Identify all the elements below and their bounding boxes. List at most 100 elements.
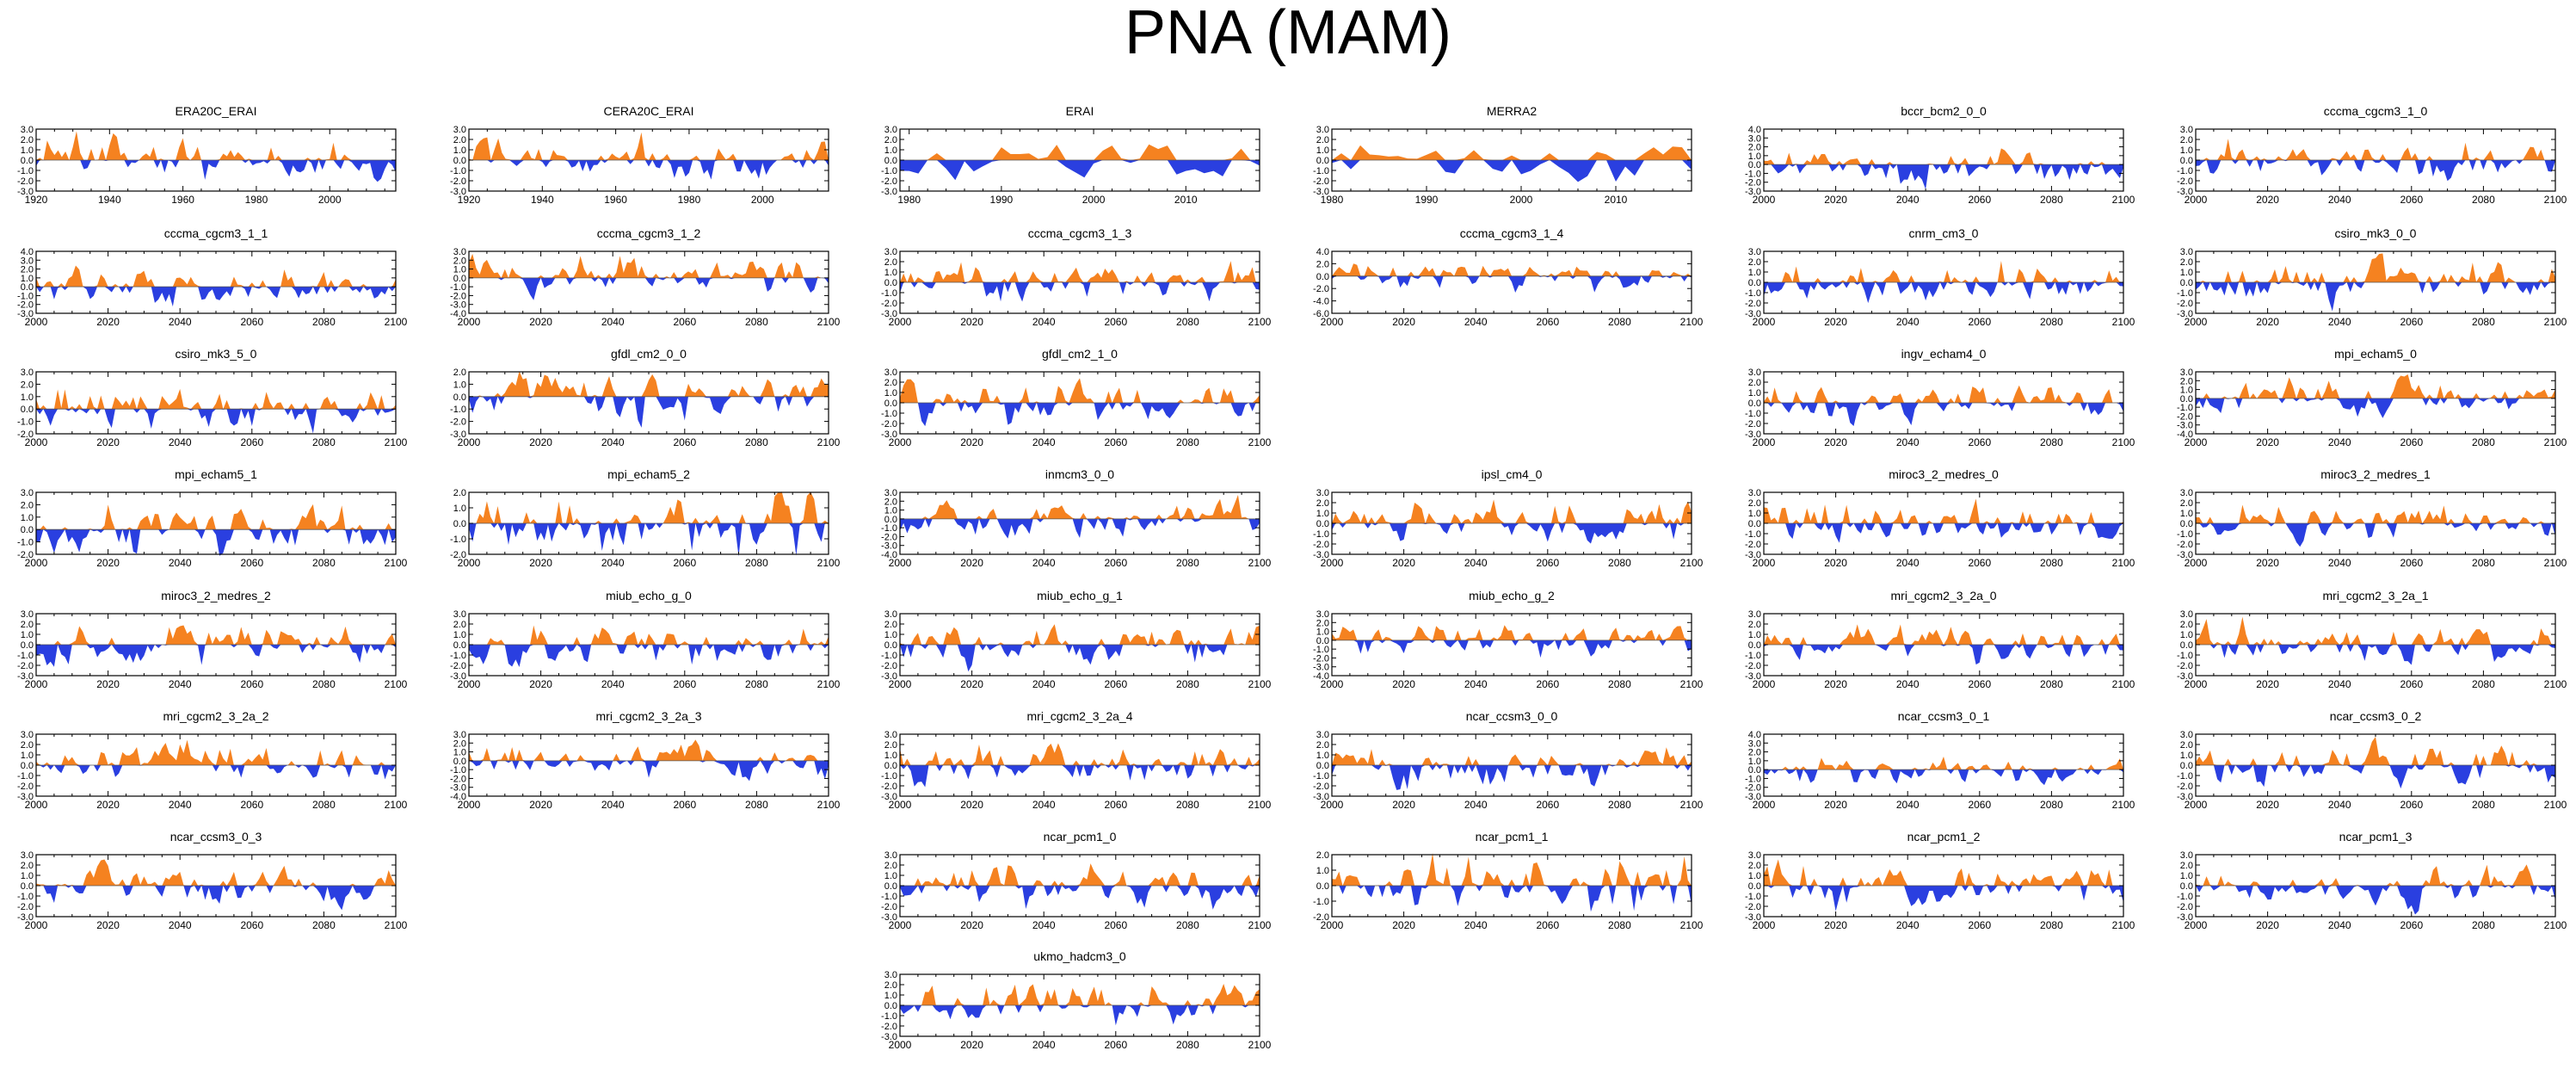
x-tick-label: 2040 [1464, 799, 1488, 811]
y-tick-label: 0.0 [453, 640, 466, 651]
y-tick-label: -1.0 [2177, 651, 2193, 661]
y-tick-label: -1.0 [2177, 403, 2193, 413]
x-tick-label: 2080 [2472, 436, 2495, 448]
positive-anomaly-area [2196, 139, 2555, 160]
panel-CERA20C_ERAI: CERA20C_ERAI 3.02.01.00.0-1.0-2.0-3.01920… [450, 104, 829, 206]
panel-title: miub_echo_g_1 [1037, 589, 1123, 602]
y-tick-label: 3.0 [453, 125, 466, 135]
y-tick-label: 3.0 [2180, 488, 2193, 498]
x-tick-label: 2000 [889, 436, 912, 448]
x-tick-label: 2040 [1464, 557, 1488, 569]
panel-title: ncar_pcm1_0 [1044, 830, 1117, 843]
x-tick-label: 2080 [1608, 316, 1631, 328]
y-tick-label: -3.0 [881, 541, 897, 552]
y-tick-label: 3.0 [1316, 609, 1329, 620]
y-tick-label: -2.0 [1313, 653, 1329, 664]
y-tick-label: 2.0 [884, 620, 897, 630]
y-tick-label: 0.0 [1748, 399, 1761, 409]
y-tick-label: -2.0 [2177, 902, 2193, 912]
y-tick-label: -4.0 [450, 309, 466, 319]
x-tick-label: 2100 [2544, 316, 2567, 328]
x-tick-label: 2080 [312, 557, 336, 569]
y-tick-label: 3.0 [1748, 609, 1761, 620]
x-tick-label: 2100 [1680, 678, 1704, 690]
panel-mri_cgcm2_3_2a_3: mri_cgcm2_3_2a_3 3.02.01.00.0-1.0-2.0-3.0… [450, 709, 841, 811]
x-tick-label: 2040 [1032, 557, 1056, 569]
x-tick-label: 2080 [1608, 799, 1631, 811]
x-tick-label: 2080 [312, 799, 336, 811]
negative-anomaly-area [900, 403, 1260, 427]
y-tick-label: 3.0 [1316, 125, 1329, 135]
negative-anomaly-area [1332, 523, 1692, 544]
y-tick-label: 2.0 [21, 380, 34, 390]
positive-anomaly-area [1332, 263, 1692, 276]
y-tick-label: 0.0 [21, 881, 34, 892]
x-tick-label: 2060 [1536, 678, 1559, 690]
x-tick-label: 2080 [2472, 316, 2495, 328]
y-tick-label: 0.0 [21, 405, 34, 415]
panel-title: mri_cgcm2_3_2a_4 [1027, 709, 1133, 723]
x-tick-label: 2000 [1753, 194, 1776, 206]
panel-miub_echo_g_1: miub_echo_g_1 3.02.01.00.0-1.0-2.0-3.0200… [881, 589, 1272, 690]
negative-anomaly-area [36, 287, 396, 307]
x-tick-label: 2100 [2544, 678, 2567, 690]
x-tick-label: 2040 [1896, 316, 1920, 328]
x-tick-label: 1920 [25, 194, 48, 206]
panel-title: ERAI [1066, 104, 1094, 118]
panel-title: mri_cgcm2_3_2a_1 [2323, 589, 2429, 602]
y-tick-label: -3.0 [2177, 421, 2193, 431]
x-tick-label: 1940 [98, 194, 121, 206]
x-tick-label: 2060 [673, 436, 696, 448]
y-tick-label: -2.0 [1745, 902, 1761, 912]
y-tick-label: 3.0 [884, 850, 897, 861]
y-tick-label: 0.0 [2180, 156, 2193, 166]
y-tick-label: -2.0 [1313, 912, 1329, 923]
y-tick-label: -3.0 [1745, 187, 1761, 197]
y-tick-label: 2.0 [1748, 498, 1761, 509]
y-tick-label: 1.0 [1316, 751, 1329, 761]
y-tick-label: 1.0 [2180, 145, 2193, 156]
y-tick-label: 2.0 [1316, 618, 1329, 628]
y-tick-label: 1.0 [21, 751, 34, 761]
panel-title: gfdl_cm2_0_0 [611, 347, 687, 361]
panel-mri_cgcm2_3_2a_0: mri_cgcm2_3_2a_0 3.02.01.00.0-1.0-2.0-3.0… [1745, 589, 2135, 690]
y-tick-label: -3.0 [1313, 187, 1329, 197]
x-tick-label: 2080 [1176, 678, 1199, 690]
y-tick-label: 3.0 [1316, 730, 1329, 740]
x-tick-label: 2040 [1032, 919, 1056, 931]
negative-anomaly-area [1764, 523, 2123, 543]
y-tick-label: -1.0 [1313, 897, 1329, 907]
panel-mpi_echam5_0: mpi_echam5_0 3.02.01.00.0-1.0-2.0-3.0-4.0… [2177, 347, 2567, 448]
y-tick-label: -1.0 [1313, 166, 1329, 176]
x-tick-label: 2060 [240, 557, 263, 569]
panel-title: mri_cgcm2_3_2a_2 [163, 709, 269, 723]
y-tick-label: -3.0 [881, 429, 897, 440]
panel-title: CERA20C_ERAI [603, 104, 693, 118]
x-tick-label: 2020 [1392, 919, 1415, 931]
y-tick-label: 2.0 [21, 620, 34, 630]
y-tick-label: -2.0 [17, 550, 34, 560]
x-tick-label: 2060 [2400, 194, 2423, 206]
y-tick-label: 3.0 [1748, 368, 1761, 378]
panel-title: mri_cgcm2_3_2a_3 [596, 709, 702, 723]
y-tick-label: 1.0 [884, 751, 897, 761]
x-tick-label: 2100 [385, 316, 408, 328]
negative-anomaly-area [900, 1005, 1260, 1026]
y-tick-label: -1.0 [881, 288, 897, 299]
x-tick-label: 2020 [96, 799, 120, 811]
positive-anomaly-area [1764, 385, 2123, 403]
y-tick-label: 2.0 [2180, 498, 2193, 509]
negative-anomaly-area [2196, 765, 2555, 789]
panel-miub_echo_g_0: miub_echo_g_0 3.02.01.00.0-1.0-2.0-3.0200… [450, 589, 841, 690]
y-tick-label: 2.0 [21, 861, 34, 871]
y-tick-label: -2.0 [450, 661, 466, 671]
negative-anomaly-area [36, 409, 396, 434]
x-tick-label: 2000 [889, 1039, 912, 1051]
x-tick-label: 2040 [2328, 557, 2351, 569]
negative-anomaly-area [469, 645, 829, 668]
panel-title: gfdl_cm2_1_0 [1042, 347, 1118, 361]
panel-ncar_ccsm3_0_3: ncar_ccsm3_0_33.02.01.00.0-1.0-2.0-3.020… [17, 830, 408, 931]
x-tick-label: 2020 [1824, 678, 1847, 690]
